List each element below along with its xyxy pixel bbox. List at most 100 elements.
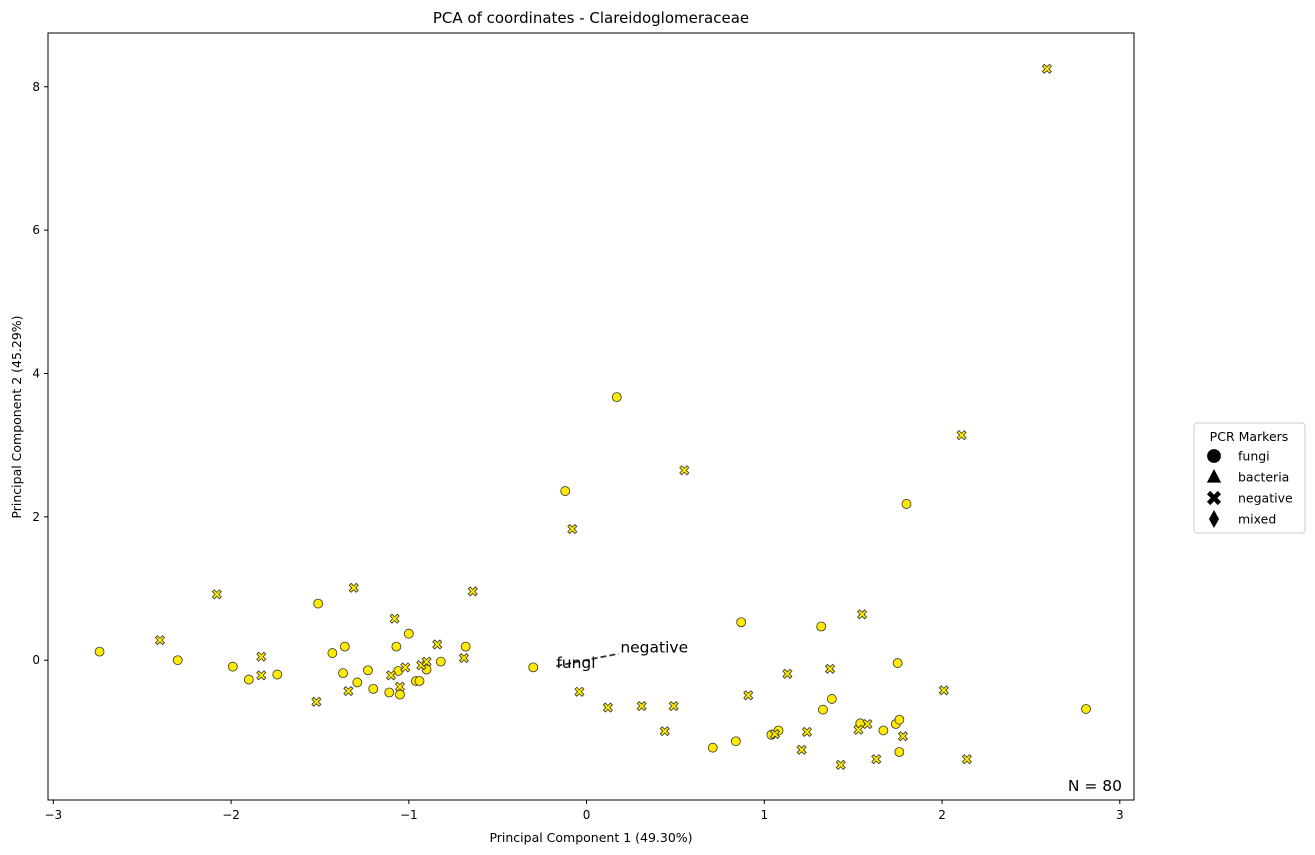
fungi-point: [901, 499, 912, 509]
negative-point: [400, 662, 411, 673]
negative-point: [256, 651, 267, 662]
negative-point: [938, 685, 949, 696]
fungi-point: [384, 687, 395, 698]
negative-point: [458, 653, 469, 664]
negative-point: [256, 670, 267, 681]
negative-point: [311, 696, 322, 707]
fungi-point: [94, 646, 105, 657]
negative-point: [432, 639, 443, 650]
legend-marker-fungi: [1207, 449, 1221, 463]
negative-point: [348, 582, 359, 593]
y-axis-label: Principal Component 2 (45.29%): [9, 315, 24, 518]
fungi-point: [272, 669, 283, 680]
negative-point: [636, 701, 647, 712]
x-tick-label: 3: [1116, 808, 1124, 822]
chart-title: PCA of coordinates - Clareidoglomeraceae: [433, 9, 749, 27]
legend-marker-mixed: [1208, 510, 1220, 528]
fungi-point: [391, 641, 402, 652]
negative-point: [668, 701, 679, 712]
fungi-point: [352, 677, 363, 688]
legend-marker-bacteria: [1206, 468, 1222, 483]
negative-point: [871, 754, 882, 765]
fungi-point: [894, 714, 905, 725]
fungi-point: [435, 656, 446, 667]
fungi-point: [1081, 704, 1091, 714]
x-tick-label: −2: [222, 808, 240, 822]
fungi-point: [460, 641, 471, 652]
fungi-point: [363, 665, 373, 676]
legend-entries: fungi bacteria negative mixed: [1206, 449, 1293, 528]
negative-point: [567, 523, 578, 535]
annotation-label-fungi: fungi: [556, 654, 595, 672]
x-tick-label: 2: [938, 808, 946, 822]
negative-point: [897, 731, 909, 742]
legend-label-bacteria: bacteria: [1238, 470, 1289, 485]
y-axis-ticks: 0 2 4 6 8: [32, 80, 48, 667]
y-tick-label: 0: [32, 653, 40, 667]
y-tick-label: 8: [32, 80, 40, 94]
x-tick-label: 1: [760, 808, 768, 822]
negative-point: [769, 728, 781, 740]
x-tick-label: 0: [583, 808, 591, 822]
fungi-point: [894, 747, 905, 757]
legend: PCR Markers fungi bacteria negative mixed: [1193, 422, 1306, 534]
sample-count-label: N = 80: [1068, 777, 1122, 795]
negative-point: [856, 609, 868, 620]
negative-point: [1041, 63, 1052, 74]
negative-point: [467, 586, 478, 597]
legend-title: PCR Markers: [1210, 429, 1289, 444]
negative-point: [389, 613, 400, 624]
negative-point: [385, 670, 397, 681]
fungi-point: [560, 486, 571, 496]
fungi-point: [338, 668, 348, 679]
fungi-point: [528, 662, 539, 673]
fungi-point: [327, 648, 338, 658]
negative-point: [602, 702, 613, 713]
negative-point: [394, 681, 405, 692]
negative-point: [956, 430, 967, 441]
negative-point: [574, 686, 585, 697]
negative-point: [862, 718, 873, 730]
y-tick-label: 4: [32, 366, 40, 380]
fungi-point: [816, 621, 827, 632]
fungi-point: [730, 736, 741, 747]
fungi-point: [403, 628, 414, 639]
negative-point: [743, 690, 754, 701]
fungi-point: [818, 704, 828, 715]
annotation-layer: [556, 652, 619, 667]
fungi-point: [243, 674, 254, 685]
x-axis-label: Principal Component 1 (49.30%): [489, 830, 692, 845]
fungi-point: [313, 598, 324, 609]
negative-point: [961, 754, 972, 765]
negative-point: [211, 589, 222, 600]
fungi-point: [878, 725, 889, 736]
negative-point: [782, 668, 793, 679]
fungi-point: [736, 617, 747, 628]
x-tick-label: −3: [44, 808, 62, 822]
fungi-point: [892, 658, 903, 668]
negative-point: [801, 726, 813, 737]
legend-frame: [1193, 422, 1306, 534]
negative-point: [659, 726, 670, 737]
legend-label-mixed: mixed: [1238, 512, 1276, 527]
legend-marker-negative: [1206, 490, 1222, 506]
annotation-line: [556, 652, 619, 667]
annotation-label-negative: negative: [620, 638, 688, 656]
fungi-point: [395, 689, 405, 700]
plot-area: −3 −2 −1 0 1 2 3 0 2 4 6 8 N = 80 fungi negative: [32, 32, 1135, 822]
fungi-point: [172, 655, 183, 666]
fungi-point: [414, 676, 425, 686]
fungi-point: [227, 661, 238, 672]
negative-point: [796, 744, 807, 755]
negative-point: [679, 465, 690, 476]
fungi-point: [707, 742, 718, 753]
legend-label-fungi: fungi: [1238, 449, 1270, 464]
data-points: [94, 63, 1091, 770]
y-tick-label: 6: [32, 223, 40, 237]
negative-point: [154, 635, 166, 646]
y-tick-label: 2: [32, 510, 40, 524]
fungi-point: [368, 683, 379, 694]
fungi-point: [339, 641, 350, 652]
x-axis-ticks: −3 −2 −1 0 1 2 3: [44, 800, 1124, 822]
